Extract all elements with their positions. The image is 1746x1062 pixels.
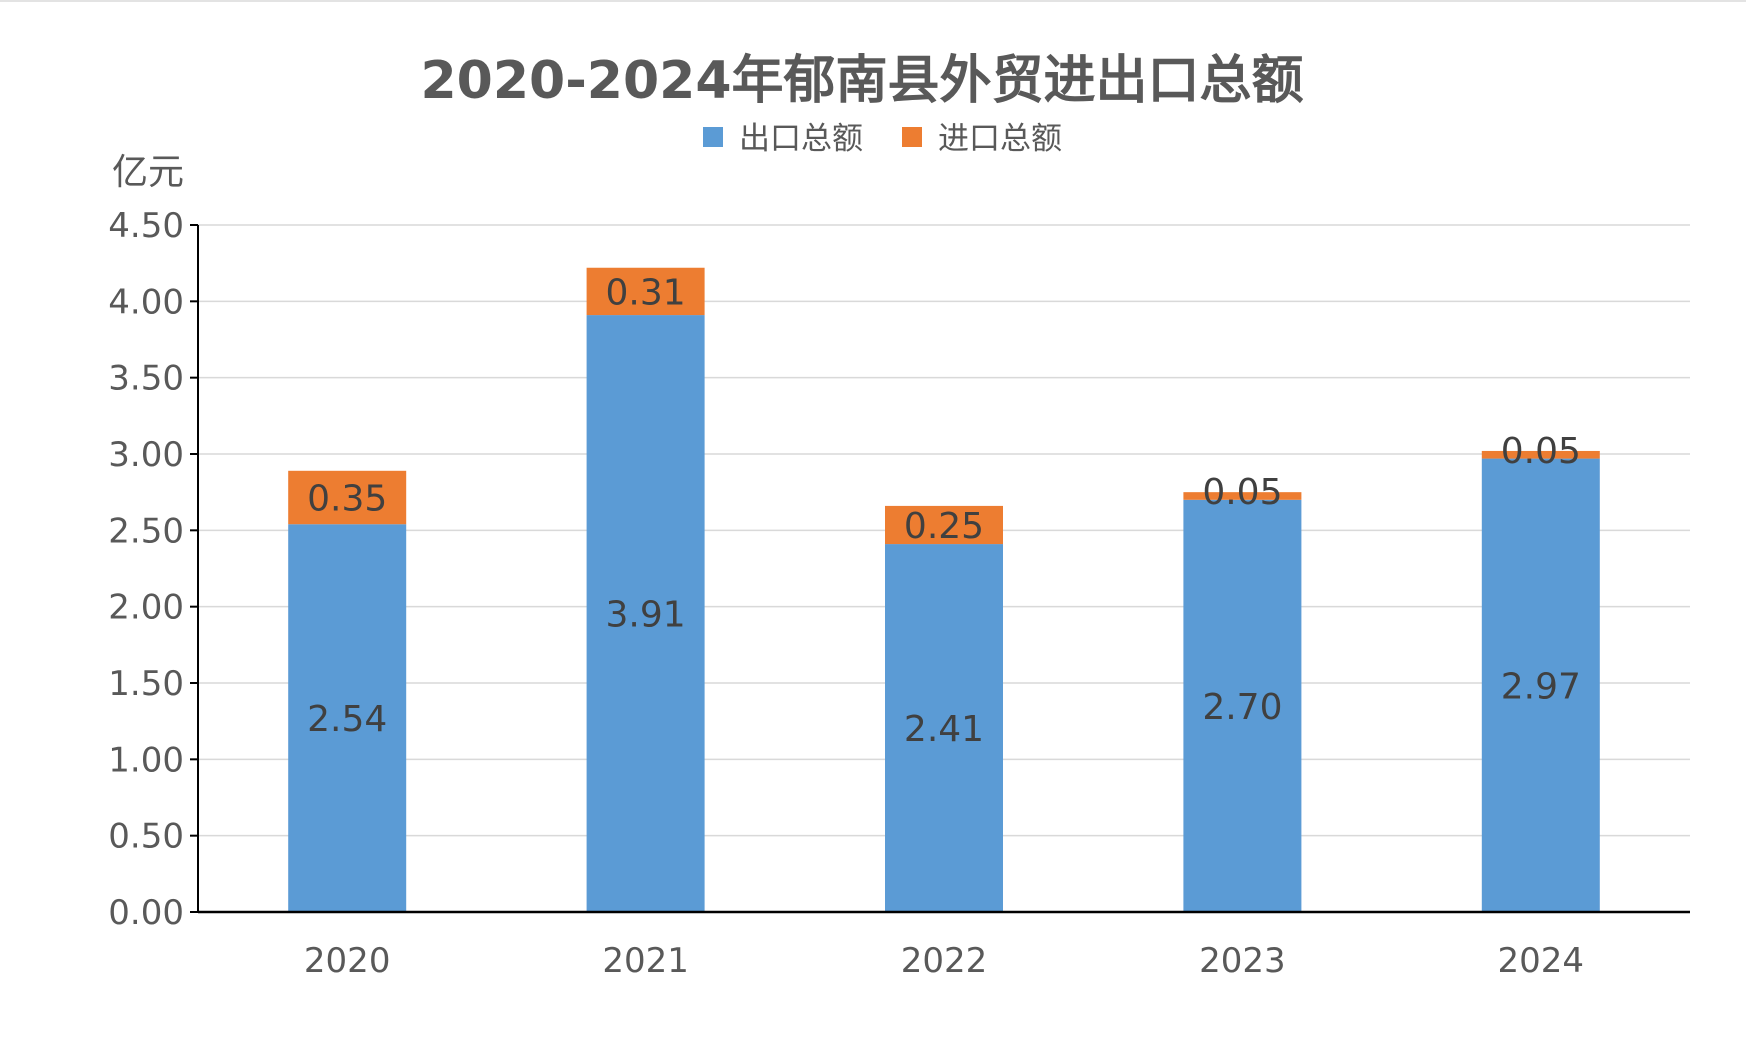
legend-label-export: 出口总额 [739, 121, 863, 157]
legend-label-import: 进口总额 [938, 121, 1062, 157]
chart-legend: 出口总额 进口总额 [703, 121, 1062, 157]
y-axis-unit-label: 亿元 [112, 152, 184, 193]
bar-data-labels: 2.54 0.35 3.91 0.31 2.41 0.25 2.70 0.05 2.97 0.05 [307, 272, 1581, 750]
y-tick-label: 2.50 [108, 511, 184, 551]
export-value-label-2020: 2.54 [307, 699, 387, 740]
x-tick-label: 2022 [901, 941, 988, 981]
import-bar-2022 [885, 505, 1003, 545]
export-value-label-2023: 2.70 [1202, 687, 1282, 728]
export-bar-2022 [885, 544, 1003, 912]
import-value-label-2024: 0.05 [1501, 431, 1581, 472]
chart-title: 2020-2024年郁南县外贸进出口总额 [420, 51, 1303, 111]
y-tick-label: 3.00 [108, 435, 184, 475]
export-bar-2024 [1481, 458, 1600, 912]
export-value-label-2024: 2.97 [1501, 666, 1581, 707]
x-tick-label: 2024 [1498, 941, 1585, 981]
import-value-label-2020: 0.35 [307, 479, 387, 520]
legend-swatch-import [902, 127, 922, 147]
export-value-label-2021: 3.91 [606, 595, 686, 636]
y-tick-label: 1.50 [108, 664, 184, 704]
y-tick-label: 2.00 [108, 588, 184, 628]
import-bar-2023 [1183, 492, 1302, 500]
y-tick-label: 3.50 [108, 359, 184, 399]
x-tick-label: 2021 [602, 941, 689, 981]
import-bar-2021 [586, 267, 705, 316]
import-bar-2024 [1481, 450, 1600, 459]
export-bar-2023 [1183, 499, 1302, 912]
y-tick-label: 4.00 [108, 282, 184, 322]
bars [288, 267, 1600, 912]
y-tick-label: 1.00 [108, 740, 184, 780]
import-bar-2020 [288, 470, 407, 525]
y-tick-label: 4.50 [108, 206, 184, 246]
import-value-label-2021: 0.31 [606, 272, 686, 313]
legend-swatch-export [703, 127, 723, 147]
x-tick-label: 2020 [304, 941, 391, 981]
y-axis-ticks: 0.00 0.50 1.00 1.50 2.00 2.50 3.00 3.50 4.00 4.50 [108, 206, 198, 933]
y-tick-label: 0.50 [108, 817, 184, 857]
y-tick-label: 0.00 [108, 893, 184, 933]
export-bar-2021 [586, 315, 705, 912]
export-bar-2020 [288, 524, 407, 912]
import-value-label-2023: 0.05 [1202, 472, 1282, 513]
x-tick-label: 2023 [1199, 941, 1286, 981]
import-value-label-2022: 0.25 [904, 506, 984, 547]
export-value-label-2022: 2.41 [904, 709, 984, 750]
x-axis-ticks: 2020 2021 2022 2023 2024 [304, 941, 1584, 981]
